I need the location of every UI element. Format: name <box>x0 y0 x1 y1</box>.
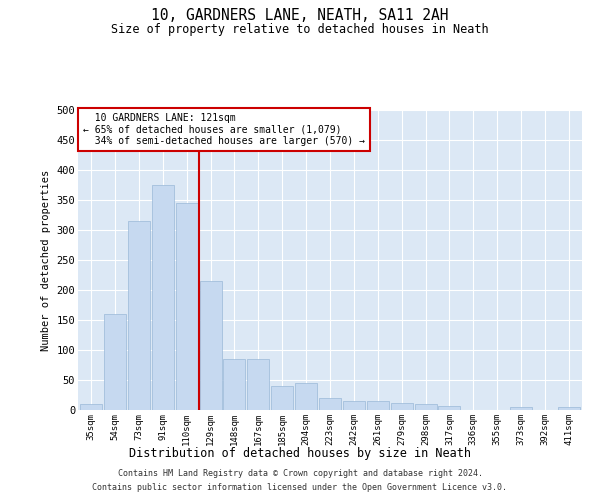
Bar <box>152 185 174 410</box>
Bar <box>247 359 269 410</box>
Bar <box>367 401 389 410</box>
Bar <box>80 404 102 410</box>
Bar <box>558 407 580 410</box>
Text: Distribution of detached houses by size in Neath: Distribution of detached houses by size … <box>129 448 471 460</box>
Bar <box>104 314 126 410</box>
Bar <box>200 281 221 410</box>
Y-axis label: Number of detached properties: Number of detached properties <box>41 170 51 350</box>
Text: Contains public sector information licensed under the Open Government Licence v3: Contains public sector information licen… <box>92 484 508 492</box>
Text: 10 GARDNERS LANE: 121sqm
← 65% of detached houses are smaller (1,079)
  34% of s: 10 GARDNERS LANE: 121sqm ← 65% of detach… <box>83 113 365 146</box>
Bar <box>391 403 413 410</box>
Text: 10, GARDNERS LANE, NEATH, SA11 2AH: 10, GARDNERS LANE, NEATH, SA11 2AH <box>151 8 449 22</box>
Bar <box>510 407 532 410</box>
Bar <box>415 404 437 410</box>
Bar <box>439 406 460 410</box>
Bar <box>176 203 197 410</box>
Bar <box>128 221 150 410</box>
Text: Size of property relative to detached houses in Neath: Size of property relative to detached ho… <box>111 22 489 36</box>
Bar <box>295 383 317 410</box>
Bar <box>343 401 365 410</box>
Text: Contains HM Land Registry data © Crown copyright and database right 2024.: Contains HM Land Registry data © Crown c… <box>118 468 482 477</box>
Bar <box>223 359 245 410</box>
Bar <box>319 398 341 410</box>
Bar <box>271 386 293 410</box>
